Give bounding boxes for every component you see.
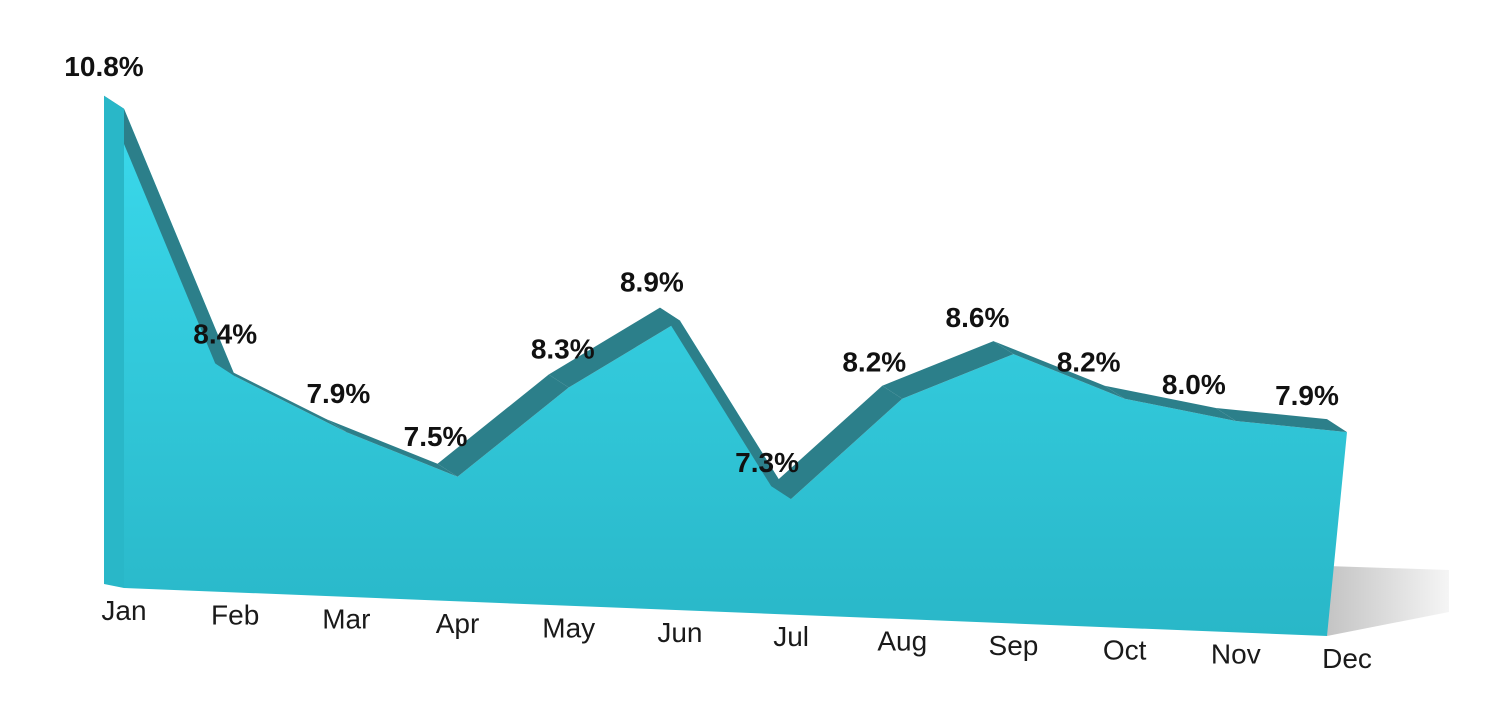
value-label-mar: 7.9% [306,378,370,409]
chart-shadow [1327,566,1449,636]
category-label-mar: Mar [322,604,370,635]
value-label-aug: 8.2% [842,347,906,378]
edge-segment-apr [437,374,569,477]
value-label-sep: 8.6% [946,302,1010,333]
edge-segment-mar [326,419,458,477]
area-left-face [104,95,124,589]
category-label-nov: Nov [1211,639,1261,670]
category-label-feb: Feb [211,599,259,630]
edge-segment-jul [771,385,903,500]
category-label-jan: Jan [101,595,146,626]
category-label-sep: Sep [989,630,1039,661]
category-label-aug: Aug [877,626,927,657]
edge-segment-sep [993,341,1125,399]
area-fill [124,108,1347,637]
category-label-oct: Oct [1103,634,1147,665]
value-label-may: 8.3% [531,334,595,365]
value-label-nov: 8.0% [1162,369,1226,400]
area-top-edge [104,95,1347,589]
edge-segment-aug [882,341,1014,399]
edge-segment-feb [215,363,347,433]
value-label-apr: 7.5% [404,421,468,452]
value-label-jun: 8.9% [620,267,684,298]
value-labels: 10.8% 8.4% 7.9% 7.5% 8.3% 8.9% 7.3% 8.2% 8.6% 8.2… [64,51,1339,478]
x-axis-labels: Jan Feb Mar Apr May Jun Jul Aug Sep Oct Nov Dec [101,595,1371,674]
category-label-jun: Jun [657,617,702,648]
shadow-shape [1327,566,1449,636]
value-label-dec: 7.9% [1275,380,1339,411]
edge-segment-jun [659,307,792,500]
value-label-jan: 10.8% [64,51,143,82]
edge-segment-may [548,307,680,388]
category-label-apr: Apr [436,608,480,639]
category-label-jul: Jul [773,621,809,652]
edge-segment-oct [1104,385,1236,421]
area-series [124,108,1347,637]
value-label-jul: 7.3% [735,447,799,478]
category-label-dec: Dec [1322,643,1372,674]
category-label-may: May [542,612,595,643]
edge-segment-jan [104,95,236,377]
value-label-oct: 8.2% [1057,347,1121,378]
value-label-feb: 8.4% [193,318,257,349]
edge-segment-nov [1215,408,1347,433]
